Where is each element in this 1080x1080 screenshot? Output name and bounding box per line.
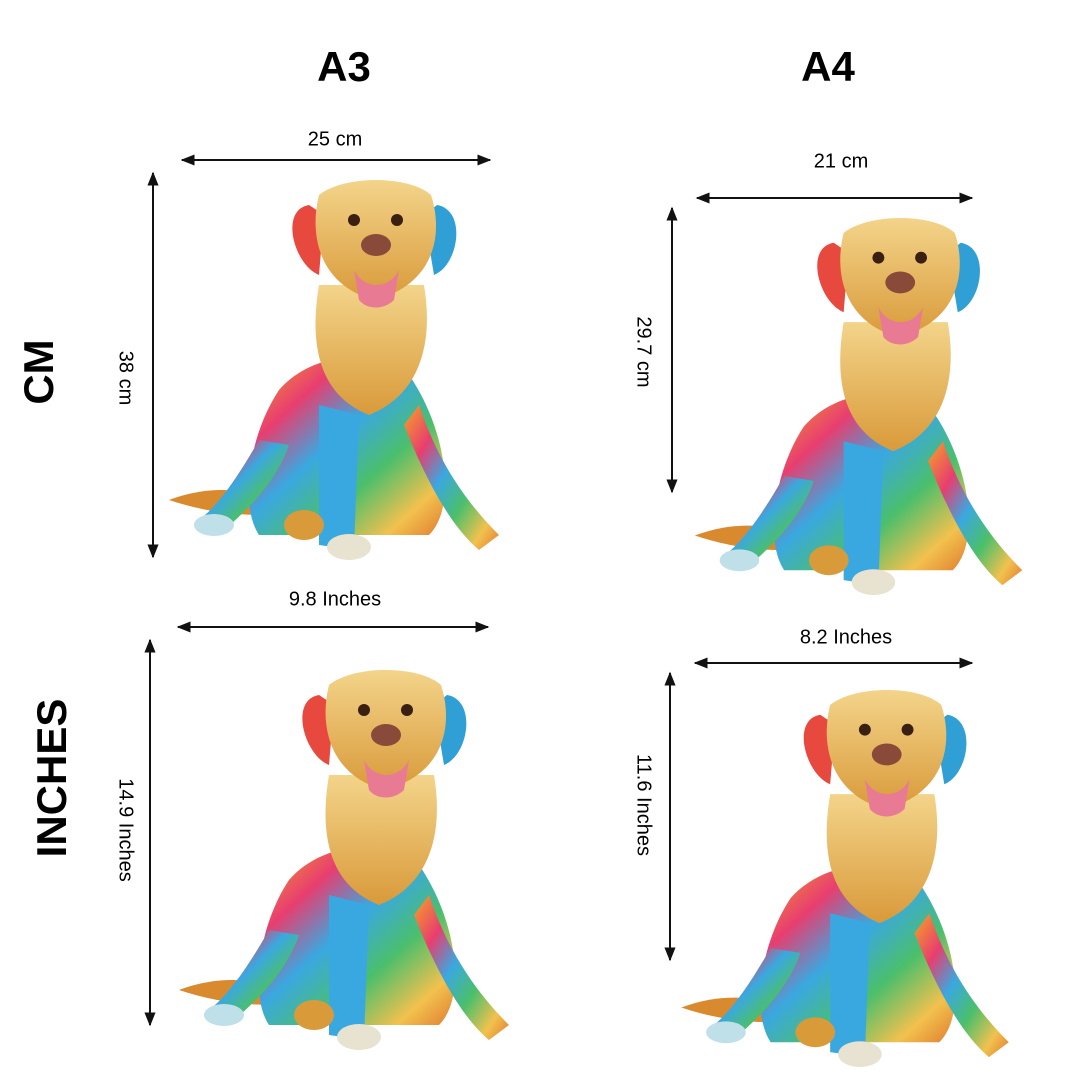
height-label: 38 cm — [115, 351, 137, 405]
column-header: A4 — [801, 43, 855, 90]
row-label: CM — [15, 339, 62, 404]
width-label: 9.8 Inches — [289, 588, 381, 610]
height-label: 11.6 Inches — [633, 754, 655, 856]
puzzle-image — [179, 670, 509, 1050]
width-label: 8.2 Inches — [800, 626, 892, 648]
width-label: 21 cm — [814, 150, 868, 172]
height-label: 29.7 cm — [633, 316, 655, 387]
column-header: A3 — [317, 43, 371, 90]
puzzle-image — [694, 217, 1023, 596]
puzzle-image — [681, 689, 1009, 1068]
width-label: 25 cm — [308, 128, 362, 150]
puzzle-image — [169, 180, 499, 560]
row-label: INCHES — [28, 699, 75, 858]
height-label: 14.9 Inches — [115, 778, 137, 881]
